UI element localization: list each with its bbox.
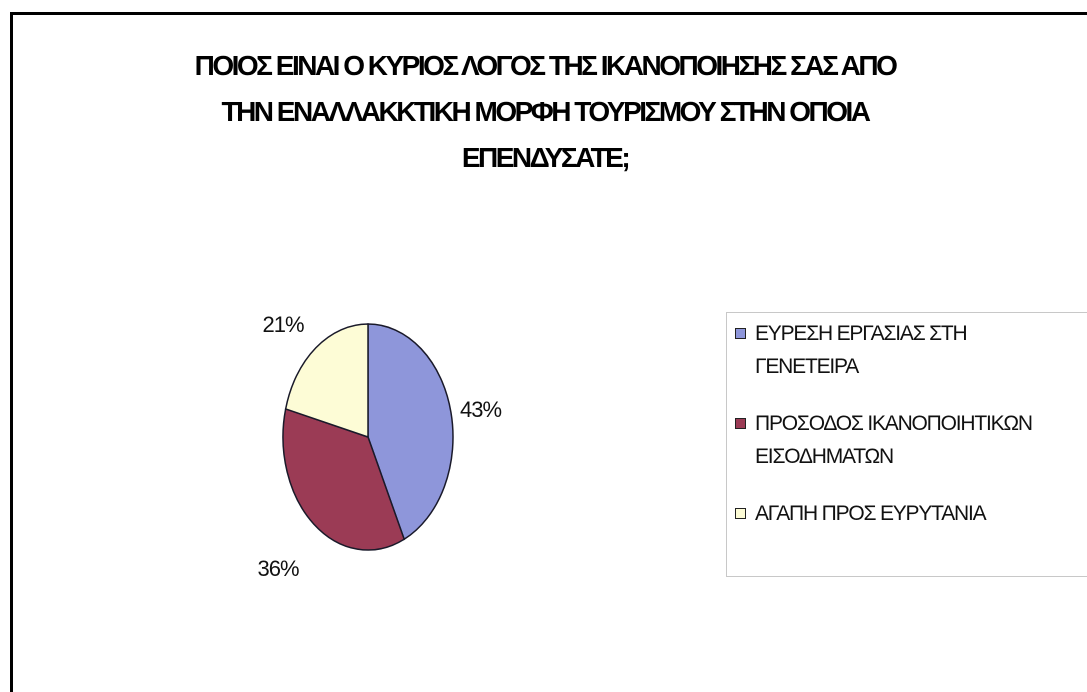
chart-legend: ΕΥΡΕΣΗ ΕΡΓΑΣΙΑΣ ΣΤΗ ΓΕΝΕΤΕΙΡΑ ΠΡΟΣΟΔΟΣ Ι… [726, 312, 1087, 577]
pie-data-label: 43% [460, 397, 501, 422]
pie-data-labels: 43% 36% 21% [257, 312, 502, 581]
legend-swatch [735, 508, 746, 519]
pie-slices [282, 323, 454, 551]
legend-label: ΕΥΡΕΣΗ ΕΡΓΑΣΙΑΣ ΣΤΗ ΓΕΝΕΤΕΙΡΑ [755, 322, 968, 378]
chart-title-line-1: ΠΟΙΟΣ ΕΙΝΑΙ Ο ΚΥΡΙΟΣ ΛΟΓΟΣ ΤΗΣ ΙΚΑΝΟΠΟΙΗ… [194, 50, 898, 81]
legend-label: ΠΡΟΣΟΔΟΣ ΙΚΑΝΟΠΟΙΗΤΙΚΩΝ ΕΙΣΟΔΗΜΑΤΩΝ [755, 412, 1033, 468]
pie-slice-satisfactory-income [282, 407, 406, 551]
legend-item-job-in-homeland: ΕΥΡΕΣΗ ΕΡΓΑΣΙΑΣ ΣΤΗ ΓΕΝΕΤΕΙΡΑ [735, 317, 1087, 383]
pie-slice-job-in-homeland [367, 323, 454, 541]
legend-item-satisfactory-income: ΠΡΟΣΟΔΟΣ ΙΚΑΝΟΠΟΙΗΤΙΚΩΝ ΕΙΣΟΔΗΜΑΤΩΝ [735, 407, 1087, 473]
legend-swatch [735, 328, 746, 339]
pie-slice-love-for-evrytania [284, 323, 369, 439]
chart-title-line-2: ΤΗΝ ΕΝΑΛΛΑΚΚΤΙΚΗ ΜΟΡΦΗ ΤΟΥΡΙΣΜΟΥ ΣΤΗΝ ΟΠ… [221, 96, 871, 127]
chart-frame [10, 12, 1087, 692]
chart-title-line-3: ΕΠΕΝΔΥΣΑΤΕ; [461, 142, 631, 173]
legend-swatch [735, 418, 746, 429]
legend-label: ΑΓΑΠΗ ΠΡΟΣ ΕΥΡΥΤΑΝΙΑ [755, 502, 987, 525]
pie-data-label: 36% [257, 556, 298, 581]
legend-item-love-for-evrytania: ΑΓΑΠΗ ΠΡΟΣ ΕΥΡΥΤΑΝΙΑ [735, 497, 1087, 530]
pie-data-label: 21% [262, 312, 303, 337]
pie-chart: 43% 36% 21% [257, 312, 502, 581]
chart-title: ΠΟΙΟΣ ΕΙΝΑΙ Ο ΚΥΡΙΟΣ ΛΟΓΟΣ ΤΗΣ ΙΚΑΝΟΠΟΙΗ… [40, 43, 1050, 181]
